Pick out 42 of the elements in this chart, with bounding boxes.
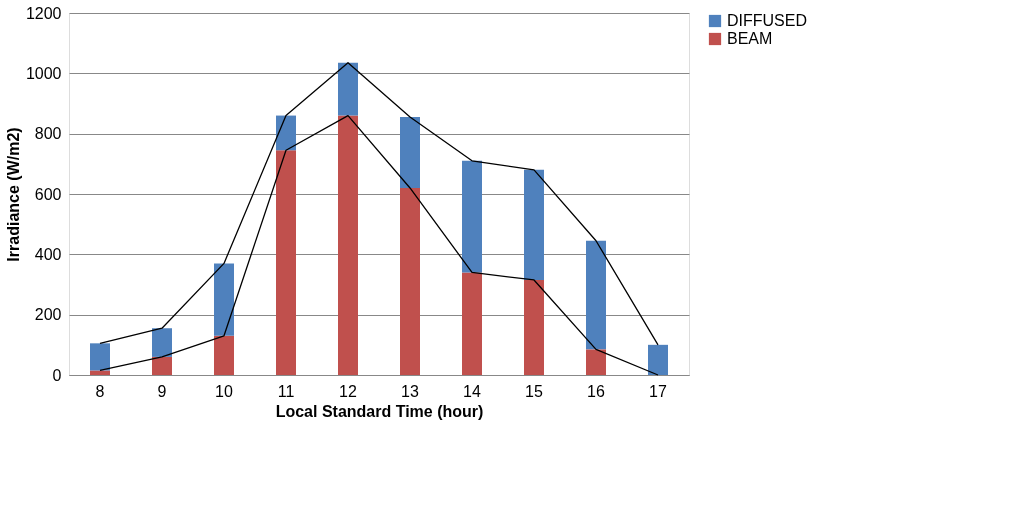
bar: [462, 160, 482, 273]
line-series: [99, 62, 659, 346]
bar: [214, 263, 234, 336]
bar: [400, 187, 420, 375]
x-tick-label: 10: [215, 382, 233, 400]
legend-label: DIFFUSED: [727, 12, 807, 29]
bar: [90, 343, 110, 371]
x-tick-label: 9: [157, 382, 167, 400]
bar: [152, 356, 172, 375]
x-tick-label: 12: [339, 382, 357, 400]
y-tick-label: 200: [34, 306, 62, 324]
x-axis-title: Local Standard Time (hour): [275, 402, 484, 420]
bar: [524, 279, 544, 375]
bar: [586, 240, 606, 350]
x-tick-label: 11: [277, 382, 295, 400]
y-tick-label: 400: [34, 245, 62, 263]
x-tick-label: 14: [463, 382, 481, 400]
y-tick-label: 600: [34, 185, 62, 203]
bar: [338, 115, 358, 375]
bar: [586, 349, 606, 375]
bar: [276, 150, 296, 375]
bar: [90, 370, 110, 375]
bar: [400, 117, 420, 188]
bar: [276, 115, 296, 151]
bar: [648, 344, 668, 375]
y-tick-label: 0: [52, 366, 62, 384]
bar: [338, 62, 358, 116]
x-tick-label: 15: [525, 382, 543, 400]
line-series: [99, 114, 659, 376]
x-tick-label: 13: [401, 382, 419, 400]
bar: [462, 272, 482, 375]
y-tick-label: 800: [34, 125, 62, 143]
legend-label: BEAM: [727, 30, 773, 47]
x-tick-label: 17: [649, 382, 667, 400]
x-tick-label: 16: [587, 382, 605, 400]
x-tick-label: 8: [95, 382, 105, 400]
bar: [214, 335, 234, 375]
y-axis-title: Irradiance (W/m2): [4, 127, 22, 262]
bar: [152, 328, 172, 357]
y-tick-label: 1000: [25, 64, 62, 82]
y-tick-label: 1200: [25, 4, 62, 22]
bar: [524, 169, 544, 280]
